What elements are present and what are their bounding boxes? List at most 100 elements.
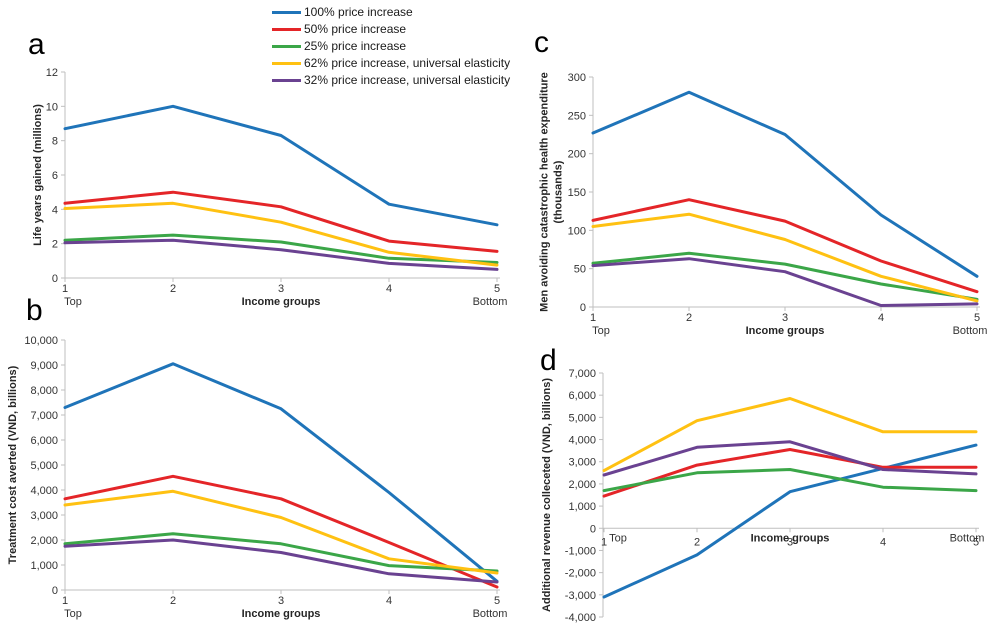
x-axis-right-label: Bottom <box>953 325 988 337</box>
y-tick-label: 2,000 <box>30 535 58 547</box>
x-axis-left-label: Top <box>592 325 610 337</box>
legend-item: 25% price increase <box>272 40 510 53</box>
y-tick-label: 12 <box>46 67 58 79</box>
series-line-100-price-increase <box>591 90 979 278</box>
legend-item: 100% price increase <box>272 6 510 19</box>
x-tick-label: 5 <box>494 283 500 295</box>
x-axis-title: Income groups <box>746 325 825 337</box>
x-axis-title: Income groups <box>242 608 321 620</box>
y-tick-label: 0 <box>52 585 58 597</box>
legend-line-swatch-blue <box>272 11 301 14</box>
y-tick-label: 100 <box>568 225 586 237</box>
x-tick-label: 5 <box>973 536 979 548</box>
legend: 100% price increase 50% price increase 2… <box>272 6 510 87</box>
y-tick-label: -4,000 <box>565 612 596 624</box>
x-tick-label: 3 <box>278 283 284 295</box>
x-tick-label: 5 <box>974 312 980 324</box>
panel-letter-c: c <box>534 26 549 59</box>
y-tick-label: 5,000 <box>30 460 58 472</box>
y-tick-label: 7,000 <box>568 368 596 380</box>
x-axis-right-label: Bottom <box>473 296 508 308</box>
x-axis-right-label: Bottom <box>473 608 508 620</box>
series-line-100-price-increase <box>63 104 499 227</box>
legend-label: 25% price increase <box>304 39 407 53</box>
y-tick-label: 4,000 <box>30 485 58 497</box>
series-line-32-price-increase-universal-elasticity <box>591 257 979 307</box>
x-tick-label: 4 <box>386 283 392 295</box>
y-tick-label: 8 <box>52 136 58 148</box>
series-line-100-price-increase <box>602 443 978 599</box>
y-tick-label: 200 <box>568 149 586 161</box>
x-tick-label: 2 <box>686 312 692 324</box>
panel-letter-b: b <box>26 294 43 327</box>
panel-letter-d: d <box>540 344 557 377</box>
x-tick-label: 3 <box>782 312 788 324</box>
series-line-62-price-increase-universal-elasticity <box>63 489 499 575</box>
series-line-50-price-increase <box>63 474 499 589</box>
x-tick-label: 2 <box>170 595 176 607</box>
x-axis-left-label: Top <box>64 296 82 308</box>
x-tick-label: 2 <box>694 536 700 548</box>
y-tick-label: 250 <box>568 110 586 122</box>
series-line-50-price-increase <box>63 190 499 253</box>
y-tick-label: 0 <box>580 302 586 314</box>
x-tick-label: 1 <box>62 283 68 295</box>
series-line-32-price-increase-universal-elasticity <box>602 440 978 477</box>
y-tick-label: 3,000 <box>568 457 596 469</box>
y-tick-label: 1,000 <box>568 501 596 513</box>
series-line-62-price-increase-universal-elasticity <box>602 397 978 473</box>
x-tick-label: 1 <box>590 312 596 324</box>
y-tick-label: -1,000 <box>565 545 596 557</box>
panel-letter-a: a <box>28 28 45 61</box>
y-tick-label: 6 <box>52 170 58 182</box>
x-tick-label: 1 <box>62 595 68 607</box>
series-line-25-price-increase <box>602 468 978 493</box>
x-tick-label: 1 <box>601 536 607 548</box>
y-tick-label: 2,000 <box>568 479 596 491</box>
y-tick-label: 5,000 <box>568 412 596 424</box>
x-tick-label: 4 <box>878 312 884 324</box>
legend-line-swatch-red <box>272 28 301 31</box>
series-line-62-price-increase-universal-elasticity <box>591 212 979 303</box>
legend-item: 50% price increase <box>272 23 510 36</box>
legend-label: 62% price increase, universal elasticity <box>304 56 511 70</box>
legend-item: 32% price increase, universal elasticity <box>272 74 510 87</box>
y-tick-label: 0 <box>52 273 58 285</box>
y-tick-label: 8,000 <box>30 385 58 397</box>
y-tick-label: 7,000 <box>30 410 58 422</box>
x-axis-right-label: Bottom <box>950 532 985 544</box>
series-line-25-price-increase <box>63 532 499 573</box>
y-tick-label: 6,000 <box>568 390 596 402</box>
x-tick-label: 4 <box>386 595 392 607</box>
x-tick-label: 5 <box>494 595 500 607</box>
series-line-50-price-increase <box>591 198 979 294</box>
legend-label: 50% price increase <box>304 22 407 36</box>
series-line-50-price-increase <box>602 448 978 498</box>
x-axis-left-label: Top <box>609 532 627 544</box>
x-tick-label: 2 <box>170 283 176 295</box>
y-tick-label: 0 <box>590 523 596 535</box>
x-tick-label: 4 <box>880 536 886 548</box>
y-tick-label: -3,000 <box>565 590 596 602</box>
x-tick-label: 3 <box>787 536 793 548</box>
y-tick-label: 50 <box>574 264 586 276</box>
legend-line-swatch-yellow <box>272 62 301 65</box>
legend-line-swatch-green <box>272 45 301 48</box>
x-axis-title: Income groups <box>242 296 321 308</box>
y-tick-label: 9,000 <box>30 360 58 372</box>
legend-line-swatch-purple <box>272 79 301 82</box>
series-line-25-price-increase <box>591 251 979 301</box>
y-tick-label: 2 <box>52 239 58 251</box>
chart-panel-c: 0 50 100 150 200 250 300 1 2 3 4 5 Top Income groups B… <box>568 72 988 337</box>
y-tick-label: 10 <box>46 101 58 113</box>
y-tick-label: 1,000 <box>30 560 58 572</box>
y-tick-label: 4,000 <box>568 435 596 447</box>
legend-label: 100% price increase <box>304 5 413 19</box>
series-line-32-price-increase-universal-elasticity <box>63 538 499 584</box>
y-tick-label: 150 <box>568 187 586 199</box>
chart-panel-b: 0 1,000 2,000 3,000 4,000 5,000 6,000 7,000 8,00… <box>24 335 508 620</box>
chart-panel-d: -4,000 -3,000 -2,000 -1,000 0 1,000 2,000 3,000… <box>565 368 985 624</box>
x-tick-label: 3 <box>278 595 284 607</box>
